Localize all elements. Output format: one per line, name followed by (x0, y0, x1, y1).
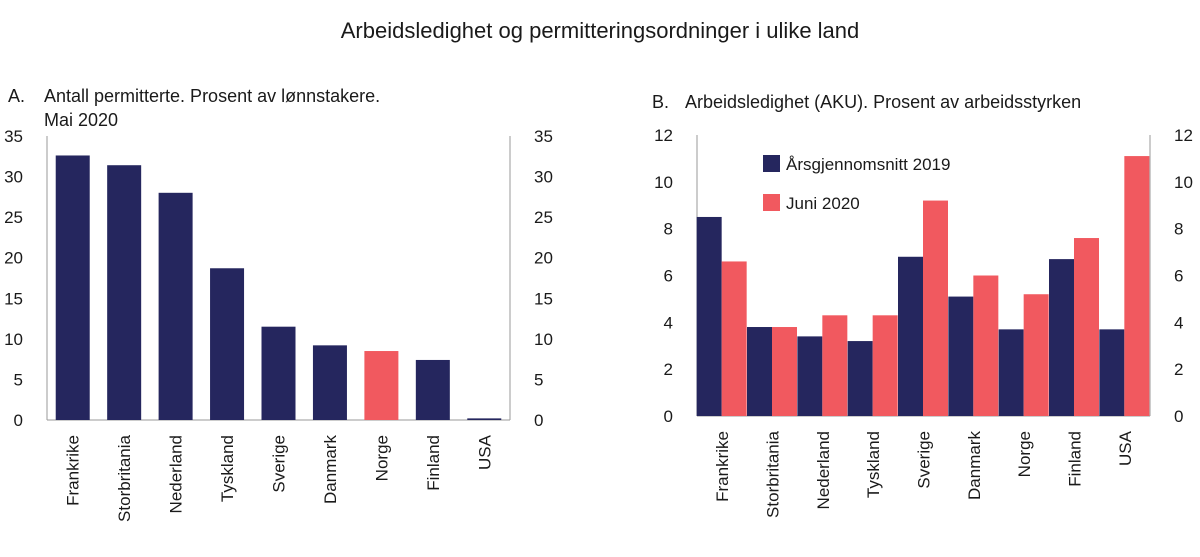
bar-usa (467, 418, 502, 420)
bar-norge (364, 351, 399, 420)
y-tick-label-left: 12 (654, 126, 673, 145)
y-tick-label-right: 0 (534, 411, 543, 430)
y-tick-label-left: 8 (664, 220, 673, 239)
x-category-label: Danmark (321, 435, 340, 504)
bar-nederland (158, 192, 193, 420)
bar-finland-s2 (1074, 238, 1099, 416)
y-tick-label-right: 2 (1174, 360, 1183, 379)
legend-label-2019: Årsgjennomsnitt 2019 (786, 155, 950, 174)
bar-frankrike-s1 (696, 216, 722, 416)
y-tick-label-left: 30 (4, 168, 23, 187)
panel-a-title-line2: Mai 2020 (44, 110, 118, 130)
figure-title: Arbeidsledighet og permitteringsordninge… (341, 18, 860, 43)
x-category-label: Norge (1015, 431, 1034, 477)
y-tick-label-left: 0 (14, 411, 23, 430)
bar-sverige-s2 (923, 200, 948, 416)
x-category-label: Sverige (915, 431, 934, 489)
chart-a: 0 0 5 5 10 10 15 15 20 20 25 25 30 30 35 35 Frankrike Sto… (4, 127, 553, 522)
x-category-label: Finland (1066, 431, 1085, 487)
bar-tyskland (210, 268, 245, 420)
bar-storbritania-s2 (772, 327, 797, 416)
bar-norge-s1 (998, 329, 1024, 416)
bar-sverige-s1 (898, 256, 923, 416)
x-category-label: Storbritania (764, 430, 783, 517)
bar-norge-s2 (1023, 294, 1049, 416)
y-tick-label-right: 10 (534, 330, 553, 349)
y-tick-label-left: 2 (664, 360, 673, 379)
x-category-label: Norge (372, 435, 391, 481)
x-category-label: Storbritania (115, 434, 134, 521)
y-tick-label-left: 25 (4, 208, 23, 227)
y-tick-label-right: 5 (534, 370, 543, 389)
y-tick-label-left: 10 (4, 330, 23, 349)
bar-frankrike-s2 (721, 261, 747, 416)
bar-sverige (261, 326, 296, 420)
panel-b-letter: B. (652, 92, 669, 112)
bar-storbritania (107, 165, 142, 420)
y-tick-label-left: 35 (4, 127, 23, 146)
legend-swatch-2019 (763, 155, 780, 172)
bar-usa-s2 (1124, 156, 1150, 416)
bar-finland (415, 359, 450, 420)
x-category-label: Tyskland (218, 435, 237, 502)
panel-b-title: Arbeidsledighet (AKU). Prosent av arbeid… (685, 92, 1081, 112)
x-category-label: Frankrike (64, 435, 83, 506)
x-category-label: USA (1116, 430, 1135, 466)
bar-nederland-s1 (797, 336, 823, 416)
y-tick-label-left: 5 (14, 370, 23, 389)
bar-danmark (312, 345, 347, 420)
y-tick-label-right: 10 (1174, 173, 1193, 192)
bar-danmark-s2 (973, 275, 999, 416)
y-tick-label-right: 35 (534, 127, 553, 146)
x-category-label: Nederland (814, 431, 833, 509)
y-tick-label-right: 6 (1174, 267, 1183, 286)
bar-tyskland-s1 (847, 341, 873, 416)
y-tick-label-right: 12 (1174, 126, 1193, 145)
x-category-label: Danmark (965, 431, 984, 500)
bar-nederland-s2 (822, 315, 848, 416)
bar-danmark-s1 (948, 296, 974, 416)
panel-a-title-line1: Antall permitterte. Prosent av lønnstake… (44, 86, 380, 106)
bar-storbritania-s1 (747, 327, 772, 416)
y-tick-label-right: 15 (534, 289, 553, 308)
x-category-label: Sverige (270, 435, 289, 493)
y-tick-label-left: 0 (664, 407, 673, 426)
y-tick-label-left: 20 (4, 249, 23, 268)
y-tick-label-right: 25 (534, 208, 553, 227)
bar-tyskland-s2 (872, 315, 898, 416)
bar-finland-s1 (1049, 259, 1074, 416)
legend-label-2020: Juni 2020 (786, 194, 860, 213)
y-tick-label-left: 6 (664, 267, 673, 286)
y-tick-label-right: 4 (1174, 313, 1183, 332)
y-tick-label-right: 8 (1174, 220, 1183, 239)
y-tick-label-left: 15 (4, 289, 23, 308)
chart-b: 0 0 2 2 4 4 6 6 8 8 10 10 12 12 Frankrike Storbritania N… (654, 126, 1193, 518)
y-tick-label-right: 30 (534, 168, 553, 187)
x-category-label: Nederland (167, 435, 186, 513)
y-tick-label-left: 10 (654, 173, 673, 192)
x-category-label: Tyskland (864, 431, 883, 498)
y-tick-label-right: 20 (534, 249, 553, 268)
panel-a-letter: A. (8, 86, 25, 106)
x-category-label: USA (475, 434, 494, 470)
y-tick-label-left: 4 (664, 313, 673, 332)
bar-frankrike (55, 155, 90, 420)
legend-swatch-2020 (763, 194, 780, 211)
x-category-label: Finland (424, 435, 443, 491)
bar-usa-s1 (1099, 329, 1125, 416)
x-category-label: Frankrike (713, 431, 732, 502)
y-tick-label-right: 0 (1174, 407, 1183, 426)
